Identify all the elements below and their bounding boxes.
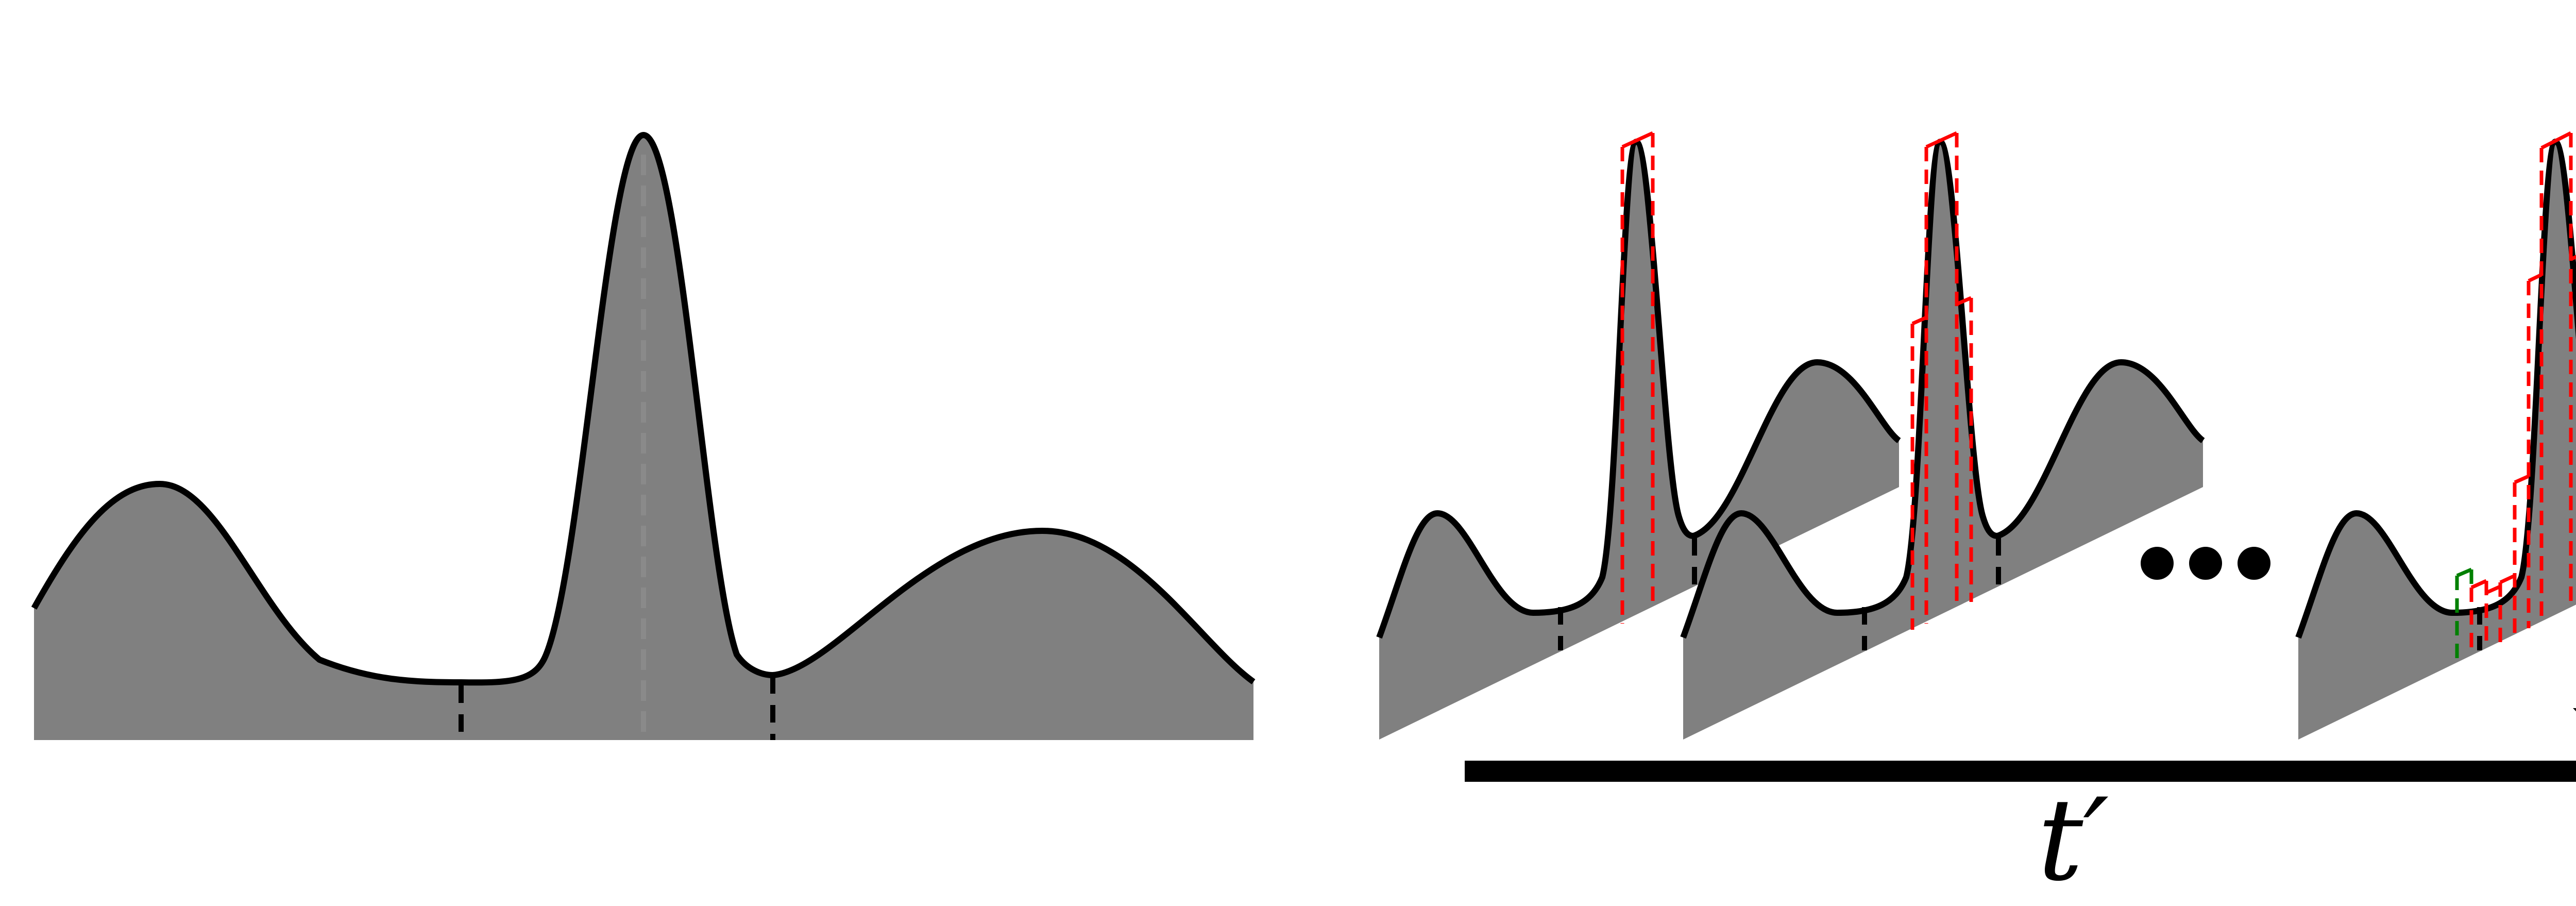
time-arrow xyxy=(1465,708,2576,782)
histogram-bins-subpanel-3 xyxy=(2455,131,2576,662)
histogram-bins xyxy=(1620,131,1655,624)
subpanel-2 xyxy=(1683,131,2203,740)
dot xyxy=(2238,547,2270,580)
histogram-bins xyxy=(1910,131,1973,630)
density-outline xyxy=(31,132,1256,686)
time-axis-label: t′ xyxy=(2038,774,2109,906)
arrow-shaft xyxy=(1465,761,2576,782)
dot xyxy=(2141,547,2174,580)
panel-initial-density xyxy=(31,132,1256,740)
dot xyxy=(2189,547,2222,580)
arrow-head xyxy=(2573,708,2576,712)
ellipsis-dots xyxy=(2141,547,2270,580)
panel-time-evolution xyxy=(1379,131,2576,782)
subpanel-3 xyxy=(2298,142,2576,740)
subpanel-1 xyxy=(1379,131,1899,740)
